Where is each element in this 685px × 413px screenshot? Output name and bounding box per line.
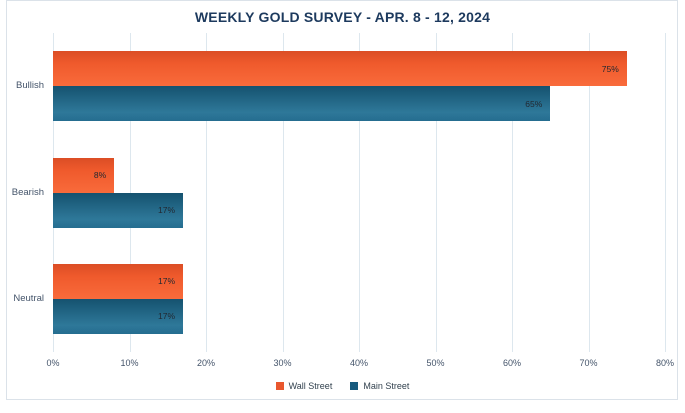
bar-main-street-bearish: 17%	[53, 192, 184, 228]
gridline-60%	[512, 33, 513, 352]
value-axis: 0% 10% 20% 30% 40% 50% 60% 70% 80%	[46, 358, 674, 372]
x-tick-label-70%: 70%	[579, 358, 598, 368]
legend-label: Main Street	[363, 381, 410, 391]
x-tick-label-80%: 80%	[655, 358, 674, 368]
legend-swatch-wall-street	[275, 382, 284, 390]
gridline-40%	[359, 33, 360, 352]
x-tick-label-40%: 40%	[349, 358, 368, 368]
x-tick-label-0%: 0%	[46, 358, 60, 368]
gridline-80%	[665, 33, 666, 352]
plot-area: 75% 65% 8% 17% 17% 17%	[53, 33, 666, 352]
chart-title: WEEKLY GOLD SURVEY - APR. 8 - 12, 2024	[194, 9, 491, 25]
bar-wall-street-neutral: 17%	[53, 263, 184, 299]
x-tick-label-50%: 50%	[426, 358, 445, 368]
bar-value-label: 17%	[158, 276, 176, 287]
bar-value-label: 75%	[601, 63, 619, 74]
category-label-neutral: Neutral	[13, 292, 44, 304]
gridline-50%	[435, 33, 437, 352]
gridline-70%	[588, 33, 590, 352]
gridline-30%	[282, 33, 284, 352]
legend-item-main-street: Main Street	[350, 381, 409, 391]
gridline-20%	[206, 33, 207, 352]
bar-main-street-bullish: 65%	[53, 86, 551, 122]
category-axis: Bullish Bearish Neutral	[8, 33, 48, 352]
category-label-bullish: Bullish	[16, 80, 44, 92]
category-label-bearish: Bearish	[11, 186, 44, 198]
x-tick-label-10%: 10%	[120, 358, 139, 368]
bar-wall-street-bullish: 75%	[53, 51, 627, 87]
bar-value-label: 17%	[158, 205, 176, 215]
legend-swatch-main-street	[350, 382, 359, 390]
legend-label: Wall Street	[288, 381, 333, 391]
bar-wall-street-bearish: 8%	[53, 157, 115, 193]
x-tick-label-20%: 20%	[196, 358, 215, 368]
legend: Wall Street Main Street	[0, 379, 685, 393]
bar-value-label: 17%	[158, 311, 176, 322]
bar-value-label: 8%	[93, 170, 107, 180]
bar-main-street-neutral: 17%	[53, 298, 184, 334]
x-tick-label-60%: 60%	[502, 358, 521, 368]
x-tick-label-30%: 30%	[273, 358, 292, 368]
legend-item-wall-street: Wall Street	[275, 381, 333, 391]
bar-value-label: 65%	[525, 98, 543, 109]
